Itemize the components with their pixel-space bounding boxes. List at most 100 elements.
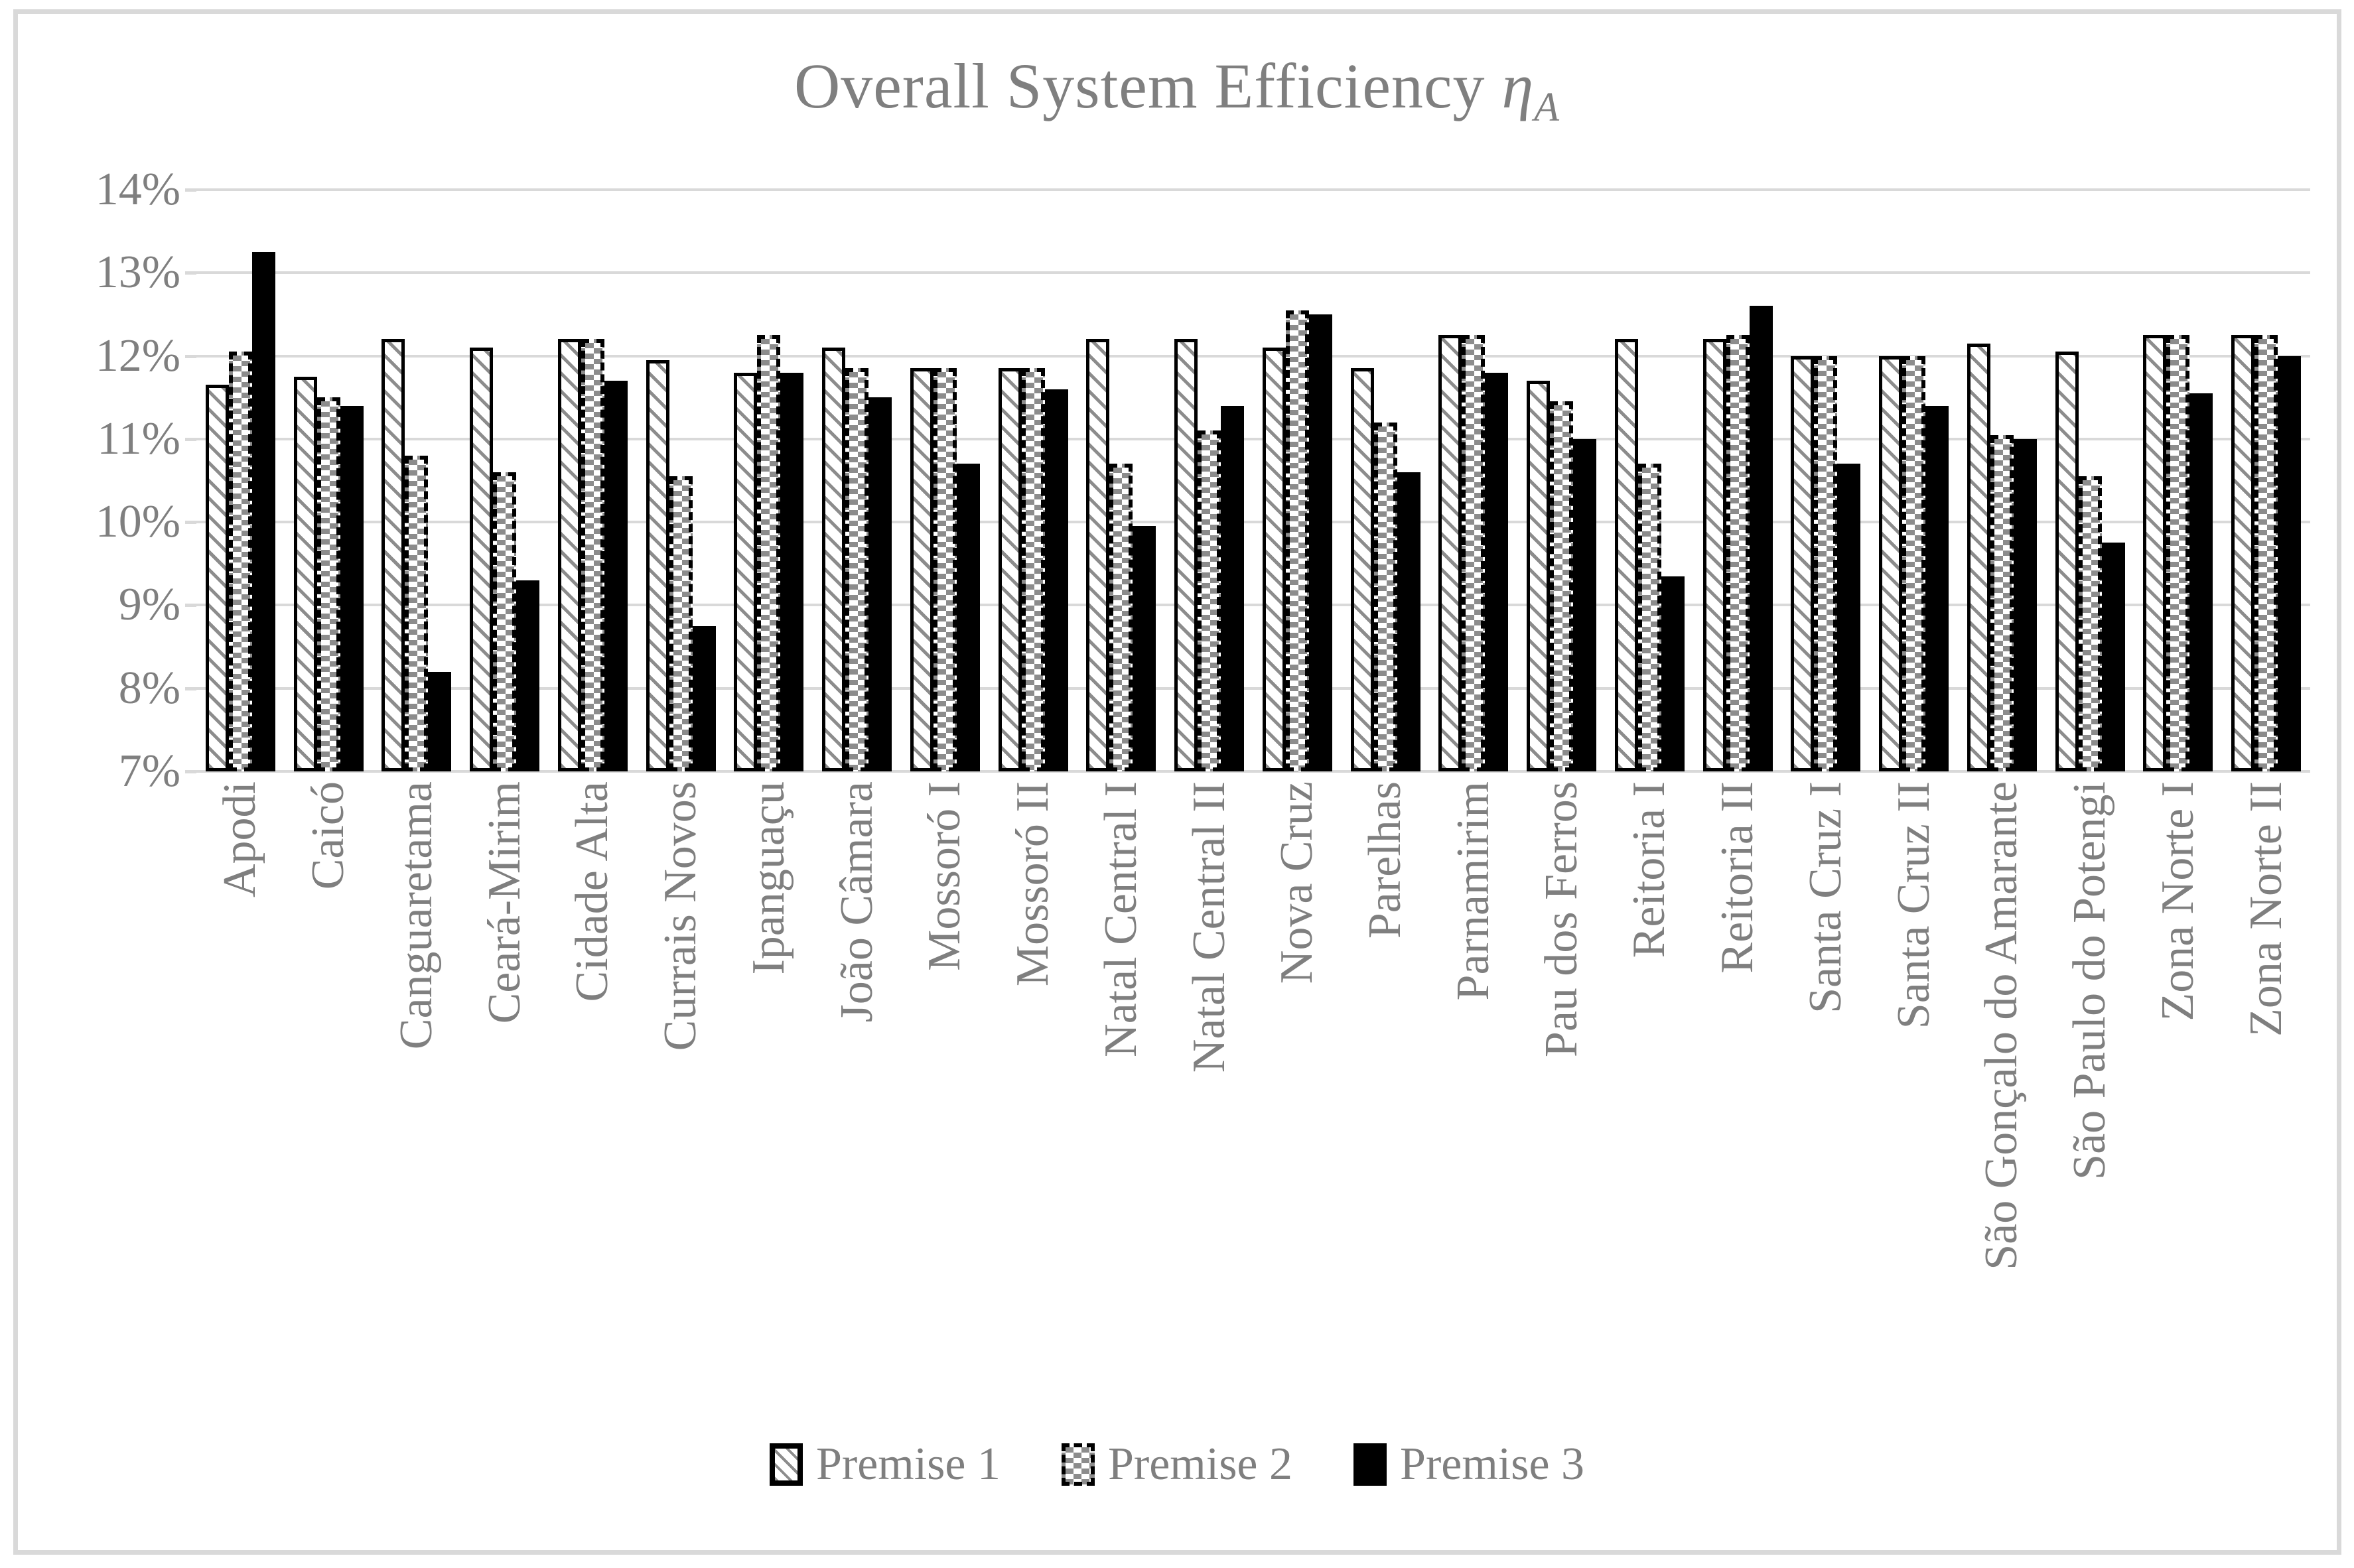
y-tick-label-14pct: 14% [95, 163, 180, 215]
gridline-14pct [196, 188, 2310, 191]
x-axis-label-5: Cidade Alta [567, 781, 618, 1002]
y-tick-mark-13pct [185, 271, 196, 275]
x-axis-label-6: Currais Novos [655, 781, 706, 1051]
x-axis-label-text: Natal Central II [1183, 781, 1235, 1073]
x-axis-label-2: Caicó [303, 781, 354, 889]
bar-premise-1-1 [205, 385, 229, 771]
x-axis-label-text: Ipanguaçu [742, 781, 794, 975]
bar-premise-3-3 [428, 671, 452, 771]
gridline-8pct [196, 686, 2310, 690]
x-axis-label-1: Apodi [214, 781, 266, 897]
bar-premise-1-7 [734, 372, 758, 771]
x-axis-label-9: Mossoró I [919, 781, 971, 971]
bar-premise-2-8 [845, 368, 869, 771]
x-axis-label-8: João Câmara [831, 781, 882, 1022]
bar-premise-1-24 [2231, 335, 2255, 771]
y-tick-label-7pct: 7% [118, 746, 180, 797]
legend-label: Premise 2 [1107, 1439, 1293, 1490]
bar-premise-1-5 [557, 339, 581, 771]
x-axis-label-text: São Gonçalo do Amarante [1976, 781, 2028, 1270]
x-axis-label-13: Nova Cruz [1271, 781, 1322, 984]
y-tick-mark-7pct [185, 770, 196, 773]
chart-title-symbol-sub: A [1534, 85, 1560, 131]
x-axis-label-24: Zona Norte II [2241, 781, 2292, 1037]
y-tick-label-13pct: 13% [95, 247, 180, 298]
bar-premise-2-4 [493, 472, 517, 771]
bar-premise-2-12 [1198, 430, 1221, 771]
x-axis-label-text: Caicó [303, 781, 354, 890]
x-axis-label-21: São Gonçalo do Amarante [1976, 781, 2027, 1270]
legend-label: Premise 3 [1400, 1439, 1585, 1490]
bar-premise-3-24 [2278, 356, 2302, 771]
bar-premise-3-12 [1221, 405, 1245, 771]
y-tick-mark-8pct [185, 686, 196, 690]
gridline-11pct [196, 437, 2310, 440]
bar-premise-2-13 [1285, 310, 1309, 771]
bar-premise-3-7 [780, 372, 804, 771]
bar-premise-2-18 [1726, 335, 1750, 771]
bar-premise-2-6 [669, 476, 693, 771]
x-axis-label-text: Parelhas [1359, 781, 1411, 939]
bar-premise-2-24 [2254, 335, 2278, 771]
y-tick-label-12pct: 12% [95, 330, 180, 381]
bar-premise-3-2 [340, 405, 364, 771]
bar-premise-1-21 [1967, 343, 1990, 771]
x-axis-label-text: Apodi [214, 781, 266, 897]
x-axis-label-20: Santa Cruz II [1888, 781, 1939, 1029]
y-tick-label-9pct: 9% [118, 579, 180, 631]
bar-premise-1-22 [2055, 352, 2079, 771]
y-tick-mark-9pct [185, 604, 196, 608]
x-axis-label-10: Mossoró II [1007, 781, 1058, 986]
gridline-13pct [196, 271, 2310, 275]
bar-premise-1-17 [1614, 339, 1638, 771]
x-axis-label-19: Santa Cruz I [1800, 781, 1851, 1013]
x-axis-label-12: Natal Central II [1184, 781, 1235, 1073]
bar-premise-2-16 [1550, 401, 1574, 771]
bar-premise-3-22 [2101, 543, 2125, 771]
y-tick-label-10pct: 10% [95, 496, 180, 548]
x-axis-label-22: São Paulo do Potengi [2064, 781, 2116, 1180]
bar-premise-1-2 [293, 376, 317, 771]
gridline-9pct [196, 604, 2310, 607]
bar-premise-1-8 [822, 347, 846, 771]
x-axis-label-text: Zona Norte I [2152, 781, 2203, 1021]
legend-label: Premise 1 [815, 1439, 1001, 1490]
y-tick-label-8pct: 8% [118, 662, 180, 714]
bar-premise-1-23 [2143, 335, 2167, 771]
gridline-10pct [196, 521, 2310, 524]
bar-premise-3-1 [251, 251, 275, 771]
x-axis-label-text: São Paulo do Potengi [2064, 781, 2116, 1180]
bar-premise-2-15 [1462, 335, 1486, 771]
chart-title: Overall System Efficiency ηA [0, 49, 2354, 131]
x-axis-label-text: Cidade Alta [567, 781, 618, 1002]
bar-premise-1-14 [1350, 368, 1374, 771]
legend-item-premise-1: Premise 1 [769, 1438, 1001, 1491]
bar-premise-2-14 [1373, 422, 1397, 771]
bar-premise-3-10 [1044, 389, 1068, 771]
bar-premise-3-15 [1485, 372, 1509, 771]
x-axis-label-text: Natal Central I [1095, 781, 1146, 1057]
bar-premise-3-23 [2189, 393, 2213, 771]
x-axis-label-text: Canguaretama [390, 781, 442, 1050]
x-axis-label-text: Parnamirim [1447, 781, 1499, 1001]
bar-premise-2-17 [1637, 464, 1661, 771]
bar-premise-1-10 [998, 368, 1022, 771]
x-axis-label-3: Canguaretama [391, 781, 442, 1049]
legend-item-premise-3: Premise 3 [1353, 1438, 1584, 1491]
bar-premise-3-11 [1133, 526, 1156, 771]
x-axis-label-text: Mossoró I [919, 781, 971, 971]
bar-premise-2-3 [405, 455, 429, 771]
bar-premise-2-1 [228, 352, 252, 771]
legend-swatch-icon [769, 1443, 803, 1486]
bar-premise-1-4 [470, 347, 494, 771]
bar-premise-2-5 [581, 339, 604, 771]
x-axis-label-23: Zona Norte I [2152, 781, 2203, 1021]
bar-premise-3-18 [1749, 306, 1773, 771]
x-axis-label-7: Ipanguaçu [742, 781, 794, 975]
y-tick-mark-12pct [185, 354, 196, 358]
bar-premise-3-17 [1661, 576, 1685, 771]
bar-premise-1-13 [1262, 347, 1286, 771]
y-tick-mark-14pct [185, 188, 196, 192]
bar-premise-1-16 [1527, 381, 1551, 771]
